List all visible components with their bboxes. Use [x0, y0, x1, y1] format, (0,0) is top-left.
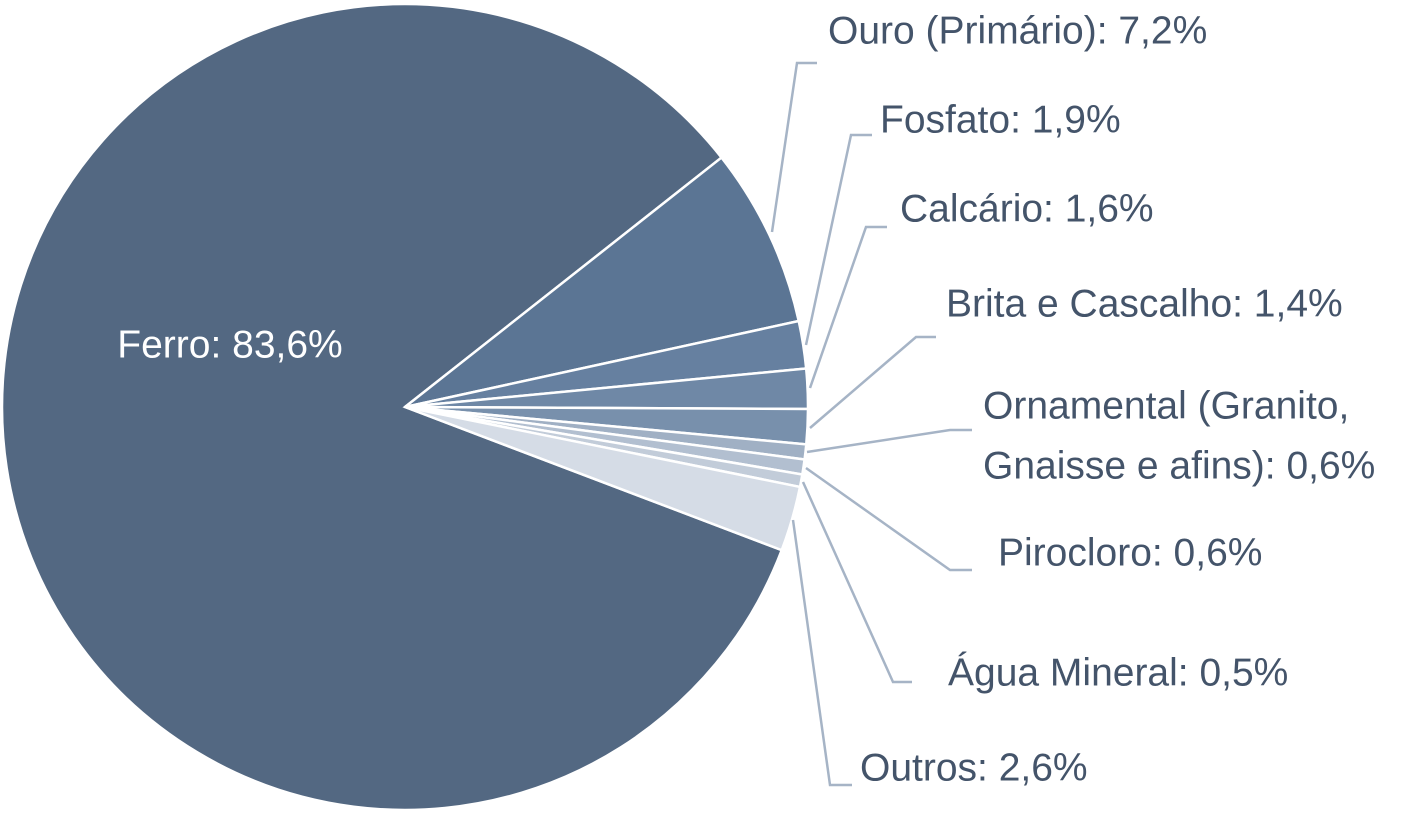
leader-line: [791, 519, 852, 787]
data-label: Ornamental (Granito,: [983, 384, 1349, 427]
pie-slice: [0, 2, 784, 812]
data-label: Ferro: 83,6%: [117, 323, 342, 366]
data-label: Pirocloro: 0,6%: [998, 531, 1262, 574]
leader-line: [805, 466, 972, 572]
leader-line: [809, 335, 936, 429]
data-label: Ouro (Primário): 7,2%: [828, 9, 1207, 52]
pie-slice: [404, 155, 801, 409]
pie-slice: [404, 405, 802, 552]
data-label: Fosfato: 1,9%: [880, 98, 1121, 141]
data-label: Água Mineral: 0,5%: [948, 651, 1288, 694]
leader-line: [801, 481, 912, 684]
leader-line: [806, 428, 972, 454]
data-label: Outros: 2,6%: [860, 746, 1088, 789]
data-label: Gnaisse e afins): 0,6%: [983, 444, 1375, 487]
leader-line: [804, 133, 872, 346]
data-label: Brita e Cascalho: 1,4%: [946, 282, 1343, 325]
leader-line: [770, 61, 817, 233]
data-label: Calcário: 1,6%: [900, 187, 1154, 230]
leader-line: [808, 225, 887, 389]
